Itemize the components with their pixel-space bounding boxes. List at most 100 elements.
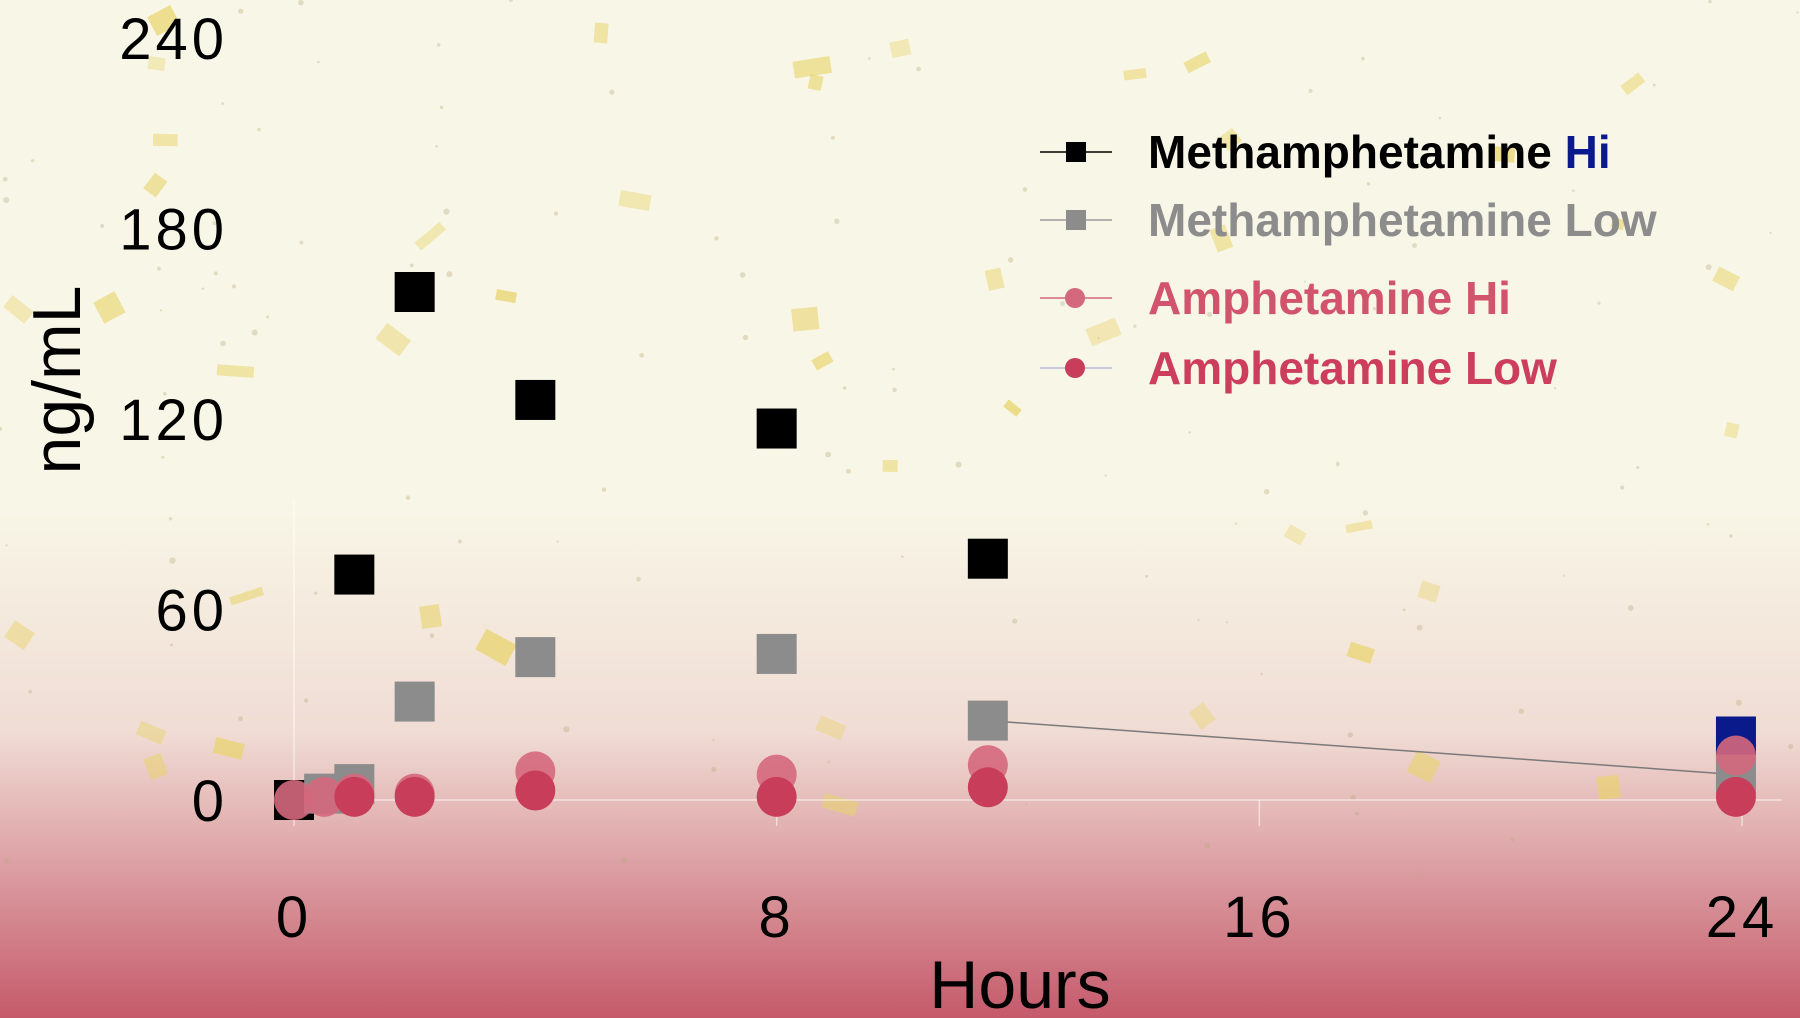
data-point-amph_hi [274, 780, 314, 820]
legend-label: Methamphetamine Hi [1148, 126, 1611, 178]
speckle [231, 284, 237, 289]
speckle [314, 591, 318, 595]
speckle [28, 689, 33, 694]
speckle [508, 0, 513, 3]
speckle [1518, 708, 1525, 715]
speckle [316, 60, 320, 64]
speckle [892, 387, 897, 393]
speckle [1007, 257, 1014, 263]
speckle [1705, 264, 1712, 271]
speckle [1225, 621, 1228, 624]
speckle [31, 159, 35, 163]
speckle [892, 367, 896, 371]
speckle [1708, 0, 1712, 4]
data-point-meth_low [756, 633, 797, 674]
confetti-piece [495, 289, 518, 304]
speckle [916, 66, 921, 72]
confetti-piece [1123, 68, 1147, 81]
legend-circle-marker [1065, 288, 1085, 308]
speckle [1597, 301, 1601, 305]
data-point-amph_hi [1715, 735, 1756, 776]
speckle [1729, 534, 1733, 538]
speckle [1627, 605, 1634, 611]
speckle [609, 89, 615, 95]
speckle [443, 208, 450, 215]
legend-label-main: Amphetamine [1148, 272, 1465, 324]
speckle [5, 544, 8, 547]
x-tick-label: 16 [1223, 885, 1296, 950]
speckle [201, 287, 205, 290]
confetti-piece [216, 364, 255, 378]
confetti-piece [229, 586, 265, 606]
speckle [439, 105, 444, 110]
data-point-amph_low [756, 776, 797, 817]
series-lines [987, 719, 1737, 776]
speckle [405, 495, 411, 501]
speckle [1133, 324, 1137, 328]
speckle [435, 145, 438, 148]
data-point-meth_hi [967, 538, 1008, 579]
speckle [1636, 465, 1640, 470]
confetti-piece [811, 351, 834, 371]
confetti-piece [1596, 774, 1621, 801]
speckle [868, 57, 871, 60]
confetti-piece [3, 295, 34, 324]
speckle [1022, 187, 1028, 192]
confetti-piece [143, 752, 169, 781]
speckle [714, 236, 719, 241]
legend-label-suffix: Hi [1565, 126, 1611, 178]
confetti-piece [791, 306, 820, 332]
confetti-decoration [0, 0, 1799, 874]
speckle [825, 451, 832, 458]
speckle [457, 539, 462, 544]
legend-label-suffix: Low [1465, 342, 1557, 394]
x-tick-label: 0 [276, 885, 312, 950]
legend-square-marker [1066, 142, 1086, 162]
confetti-piece [147, 56, 166, 72]
confetti-piece [815, 715, 847, 741]
speckle [1206, 311, 1213, 318]
y-tick-label: 60 [155, 579, 228, 644]
speckle [1354, 811, 1359, 816]
speckle [1416, 871, 1419, 874]
confetti-piece [1723, 421, 1740, 439]
legend-label-main: Methamphetamine [1148, 194, 1565, 246]
speckle [827, 760, 831, 764]
data-point-amph_low [967, 767, 1008, 808]
data-point-meth_low [515, 637, 556, 678]
speckle [169, 557, 176, 564]
speckle [238, 8, 244, 14]
speckle [1097, 336, 1100, 340]
confetti-piece [475, 628, 517, 666]
speckle [742, 334, 749, 341]
y-tick-label: 240 [119, 7, 228, 72]
confetti-piece [1493, 146, 1516, 163]
confetti-piece [4, 620, 35, 650]
speckle [238, 716, 243, 722]
confetti-piece [1346, 641, 1375, 664]
legend-label-main: Methamphetamine [1148, 126, 1565, 178]
speckle [1362, 510, 1369, 516]
speckle [1204, 842, 1210, 849]
y-axis-title: ng/mL [19, 286, 95, 475]
speckle [1402, 608, 1406, 612]
speckle [1787, 743, 1794, 750]
confetti-piece [889, 38, 912, 59]
speckle [168, 517, 173, 521]
speckle [1706, 522, 1710, 526]
speckle [1372, 307, 1377, 311]
speckle [251, 329, 258, 336]
data-point-amph_low [394, 776, 435, 817]
speckle [1438, 116, 1442, 120]
speckle [1025, 802, 1028, 806]
confetti-piece [1345, 519, 1373, 534]
confetti-piece [1188, 702, 1216, 731]
speckle [4, 858, 10, 864]
confetti-piece [1712, 266, 1741, 292]
speckle [1303, 280, 1306, 283]
speckle [162, 391, 167, 396]
speckle [299, 240, 304, 245]
legend-circle-marker [1065, 358, 1085, 378]
